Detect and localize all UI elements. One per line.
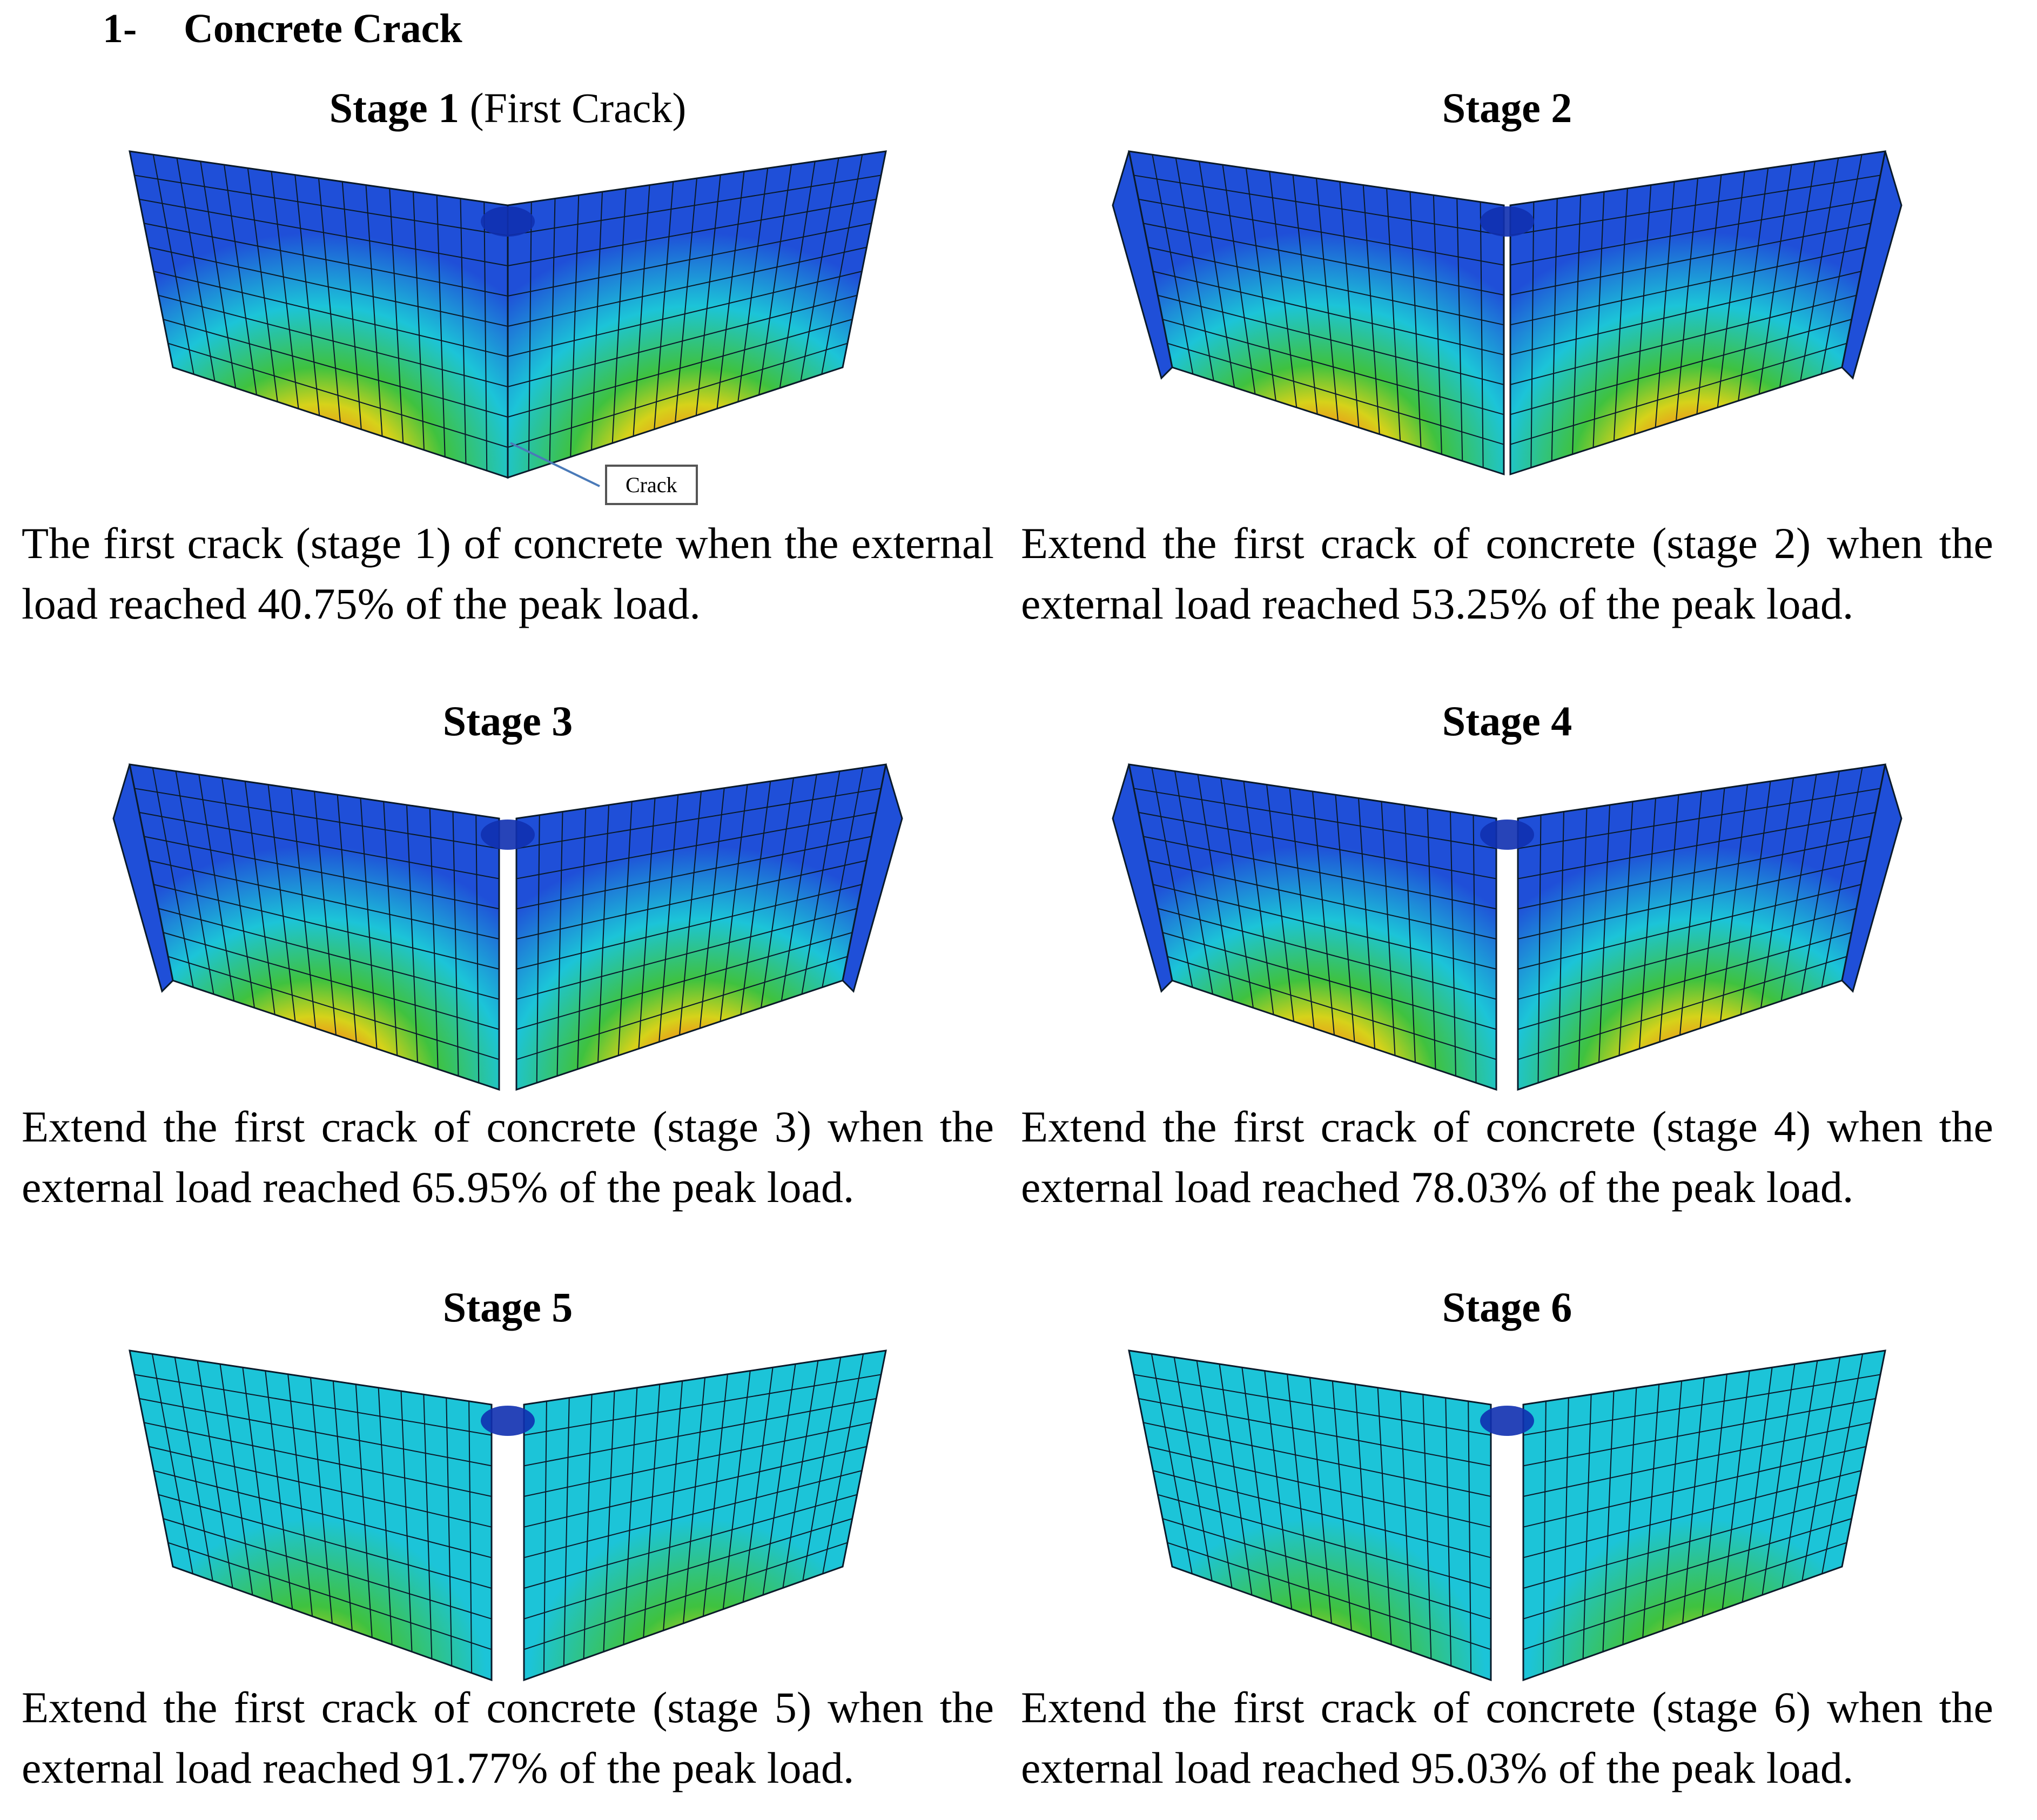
beam-left-half: [129, 1349, 493, 1682]
beam-side-face-left: [112, 764, 174, 993]
beam-left-half: [1128, 1349, 1492, 1682]
beam-side-face-right: [842, 764, 903, 993]
beam-left-half: [129, 763, 500, 1091]
load-point-marker: [481, 206, 535, 237]
beam-right-half: [1522, 1349, 1886, 1682]
beam-side-face-right: [1841, 151, 1902, 380]
stage-caption: Extend the first crack of concrete (stag…: [1021, 519, 1993, 628]
beam-left-half: [1128, 763, 1497, 1091]
beam-right-half: [523, 1349, 887, 1682]
stage-caption: Extend the first crack of concrete (stag…: [1021, 1683, 1993, 1792]
stage-title: Stage 3: [442, 697, 573, 744]
crack-callout: Crack: [605, 465, 698, 505]
beam-right-half: [1517, 763, 1886, 1091]
fe-beam-figure: [129, 150, 887, 487]
load-point-marker: [1480, 820, 1534, 850]
stage-caption: The first crack (stage 1) of concrete wh…: [22, 519, 994, 628]
load-point-marker: [481, 1406, 535, 1436]
fe-beam-figure: [112, 763, 903, 1091]
stage-caption: Extend the first crack of concrete (stag…: [1021, 1102, 1993, 1212]
stage-title: Stage 6: [1442, 1284, 1572, 1331]
beam-side-face-left: [1112, 151, 1173, 380]
beam-right-half: [507, 150, 887, 479]
beam-side-face-right: [1841, 764, 1902, 993]
stage-title: Stage 4: [1442, 697, 1572, 744]
stage-title: Stage 5: [442, 1284, 573, 1331]
section-number: 1-: [103, 6, 137, 51]
load-point-marker: [1480, 206, 1534, 237]
section-heading: 1- Concrete Crack: [103, 5, 462, 52]
fe-beam-figure: [1128, 1349, 1886, 1682]
fe-beam-figure: [1112, 150, 1902, 476]
beam-side-face-left: [1112, 764, 1173, 993]
stage-caption: Extend the first crack of concrete (stag…: [22, 1683, 994, 1792]
beam-right-half: [1509, 150, 1886, 476]
beam-right-half: [515, 763, 887, 1091]
load-point-marker: [1480, 1406, 1534, 1436]
beam-left-half: [129, 150, 509, 479]
beam-left-half: [1128, 150, 1505, 476]
stage-caption: Extend the first crack of concrete (stag…: [22, 1102, 994, 1212]
stage-title: Stage 1 (First Crack): [329, 84, 687, 131]
stage-title: Stage 2: [1442, 84, 1572, 131]
crack-callout-leader: [510, 442, 600, 487]
fe-beam-figure: [129, 1349, 887, 1682]
load-point-marker: [481, 820, 535, 850]
section-title: Concrete Crack: [184, 6, 462, 51]
fe-beam-figure: [1112, 763, 1902, 1091]
